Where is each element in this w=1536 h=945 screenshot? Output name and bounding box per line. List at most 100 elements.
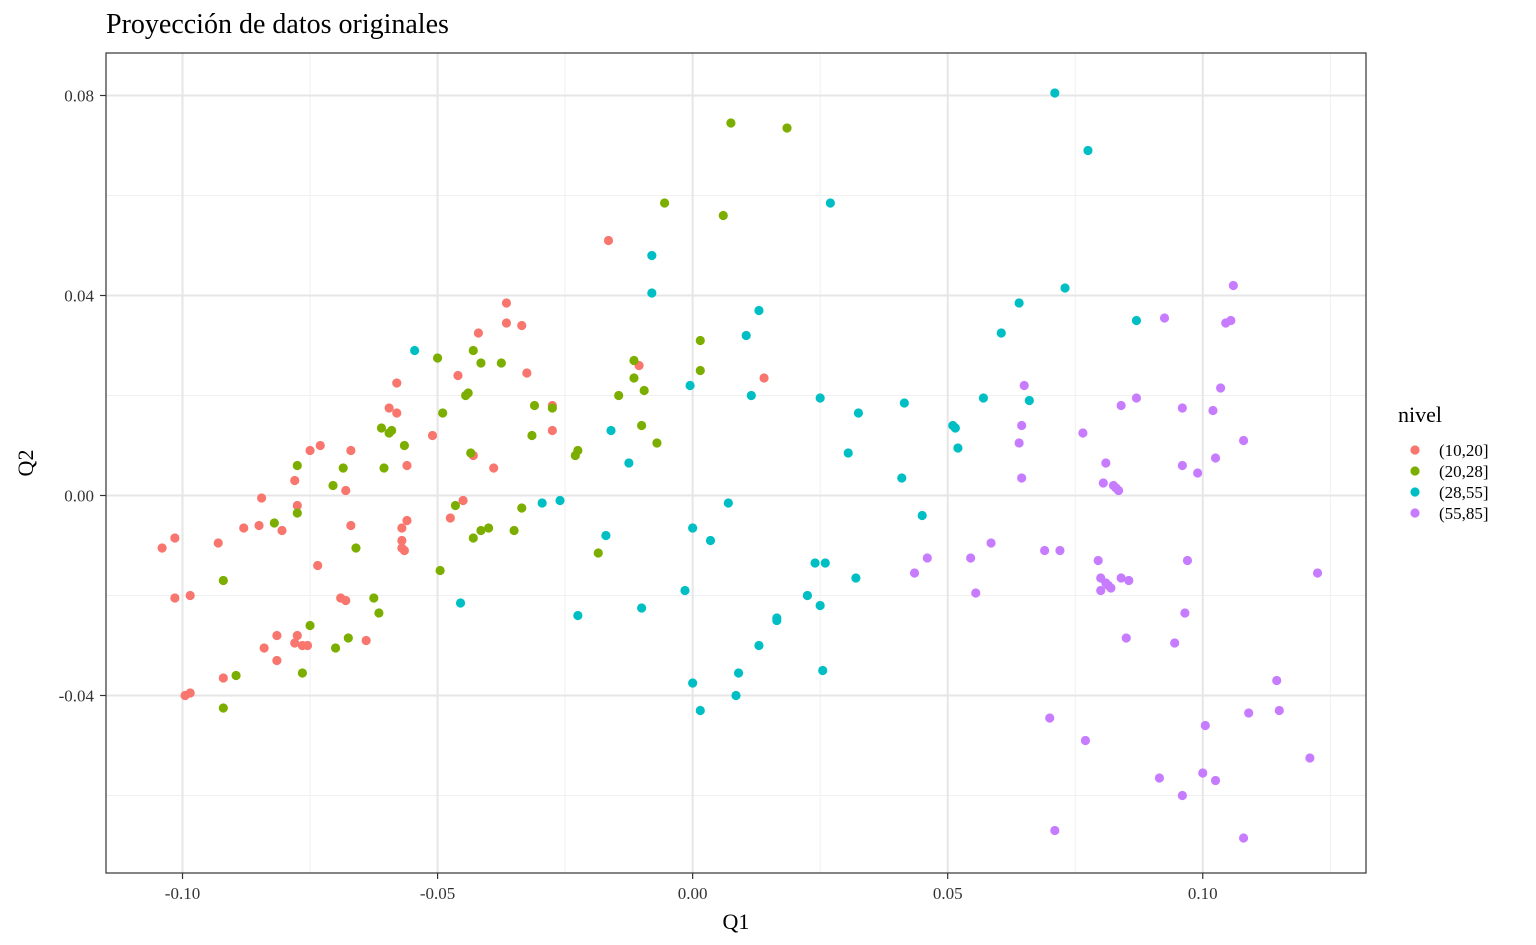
data-point-series-1 <box>313 560 323 571</box>
data-point-series-3 <box>1060 283 1070 293</box>
data-point-series-3 <box>1050 88 1060 98</box>
data-point-series-3 <box>802 590 813 601</box>
data-point-series-1 <box>346 445 356 456</box>
data-point-series-2 <box>330 643 341 653</box>
data-point-series-2 <box>639 385 649 396</box>
y-tick-label: 0.04 <box>64 287 94 306</box>
data-point-series-4 <box>1210 775 1221 786</box>
data-point-series-1 <box>302 640 313 651</box>
data-point-series-4 <box>1116 400 1126 411</box>
data-point-series-2 <box>496 358 506 368</box>
data-point-series-3 <box>1083 145 1093 156</box>
data-point-series-3 <box>688 678 698 688</box>
data-point-series-3 <box>1024 395 1034 406</box>
data-point-series-1 <box>239 523 249 533</box>
data-point-series-4 <box>1113 485 1124 496</box>
x-tick-label: -0.10 <box>165 884 200 903</box>
grid-minor <box>106 53 1366 873</box>
data-point-series-2 <box>509 525 519 536</box>
data-point-series-3 <box>601 530 611 541</box>
data-point-series-2 <box>718 210 728 221</box>
data-point-series-1 <box>185 688 195 698</box>
data-point-series-1 <box>272 630 282 641</box>
data-point-series-3 <box>978 393 989 403</box>
data-point-series-3 <box>741 330 751 341</box>
data-point-series-1 <box>185 590 195 601</box>
data-point-series-3 <box>624 458 634 468</box>
data-point-series-2 <box>432 353 443 363</box>
data-point-series-4 <box>922 553 932 563</box>
data-point-series-3 <box>851 573 861 583</box>
data-point-series-1 <box>170 533 180 543</box>
data-point-series-4 <box>1106 583 1116 593</box>
x-axis-title: Q1 <box>723 909 750 934</box>
data-point-series-3 <box>996 328 1006 338</box>
data-point-series-2 <box>292 460 302 471</box>
data-point-series-2 <box>292 508 302 518</box>
data-point-series-1 <box>341 485 351 496</box>
data-point-series-3 <box>1014 298 1024 308</box>
data-point-series-1 <box>392 408 402 418</box>
data-point-series-2 <box>328 480 338 491</box>
data-point-series-4 <box>1050 825 1060 836</box>
data-point-series-4 <box>1096 585 1106 596</box>
data-point-series-4 <box>1182 555 1193 566</box>
data-point-series-3 <box>853 408 864 418</box>
data-point-series-2 <box>629 355 639 366</box>
data-point-series-4 <box>1210 453 1221 463</box>
data-point-series-4 <box>1019 380 1029 391</box>
data-point-series-1 <box>213 538 223 548</box>
x-tick-label: 0.05 <box>933 884 963 903</box>
data-point-series-3 <box>680 585 690 596</box>
data-point-series-3 <box>647 288 657 298</box>
data-point-series-2 <box>387 425 397 436</box>
data-point-series-4 <box>1272 675 1282 686</box>
data-point-series-3 <box>555 495 565 506</box>
data-point-series-4 <box>1116 573 1126 583</box>
data-point-series-3 <box>825 198 835 208</box>
data-point-series-2 <box>476 525 486 536</box>
data-point-series-4 <box>1045 713 1055 723</box>
data-point-series-1 <box>170 593 180 603</box>
data-point-series-4 <box>1121 633 1131 643</box>
data-point-series-1 <box>272 655 282 666</box>
data-point-series-2 <box>659 198 670 208</box>
data-point-series-2 <box>438 408 448 418</box>
data-point-series-1 <box>402 515 412 526</box>
data-point-series-2 <box>379 463 389 473</box>
data-point-series-1 <box>341 595 351 606</box>
y-axis-title: Q2 <box>13 450 38 477</box>
data-point-series-2 <box>517 503 527 513</box>
data-point-series-1 <box>290 475 300 486</box>
data-point-series-2 <box>695 365 705 376</box>
data-point-series-3 <box>1131 315 1142 326</box>
data-point-series-4 <box>1274 705 1284 716</box>
data-point-series-4 <box>1228 280 1238 291</box>
data-point-series-1 <box>397 535 407 546</box>
data-point-series-1 <box>397 523 407 533</box>
legend: nivel (10,20] (20,28] (28,55] (55,85] <box>1398 402 1489 523</box>
data-point-series-2 <box>637 420 647 431</box>
data-point-series-1 <box>522 368 532 378</box>
data-point-series-4 <box>909 568 920 578</box>
data-point-series-2 <box>399 440 410 451</box>
data-point-series-3 <box>537 498 547 508</box>
data-point-series-3 <box>573 610 583 621</box>
data-point-series-3 <box>815 600 825 611</box>
data-point-series-1 <box>603 235 614 246</box>
data-point-series-2 <box>450 500 461 511</box>
chart-title: Proyección de datos originales <box>106 9 449 40</box>
data-point-series-3 <box>695 705 705 716</box>
data-point-series-3 <box>606 425 616 436</box>
data-point-series-3 <box>810 558 820 568</box>
data-point-series-4 <box>1238 435 1249 446</box>
data-point-series-3 <box>688 523 698 533</box>
data-point-series-2 <box>343 633 353 643</box>
data-point-series-4 <box>1124 575 1134 586</box>
data-point-series-1 <box>305 445 315 456</box>
data-point-series-4 <box>1244 708 1254 718</box>
legend-title: nivel <box>1398 402 1442 427</box>
data-point-series-4 <box>1093 555 1103 566</box>
data-point-series-3 <box>746 390 756 401</box>
